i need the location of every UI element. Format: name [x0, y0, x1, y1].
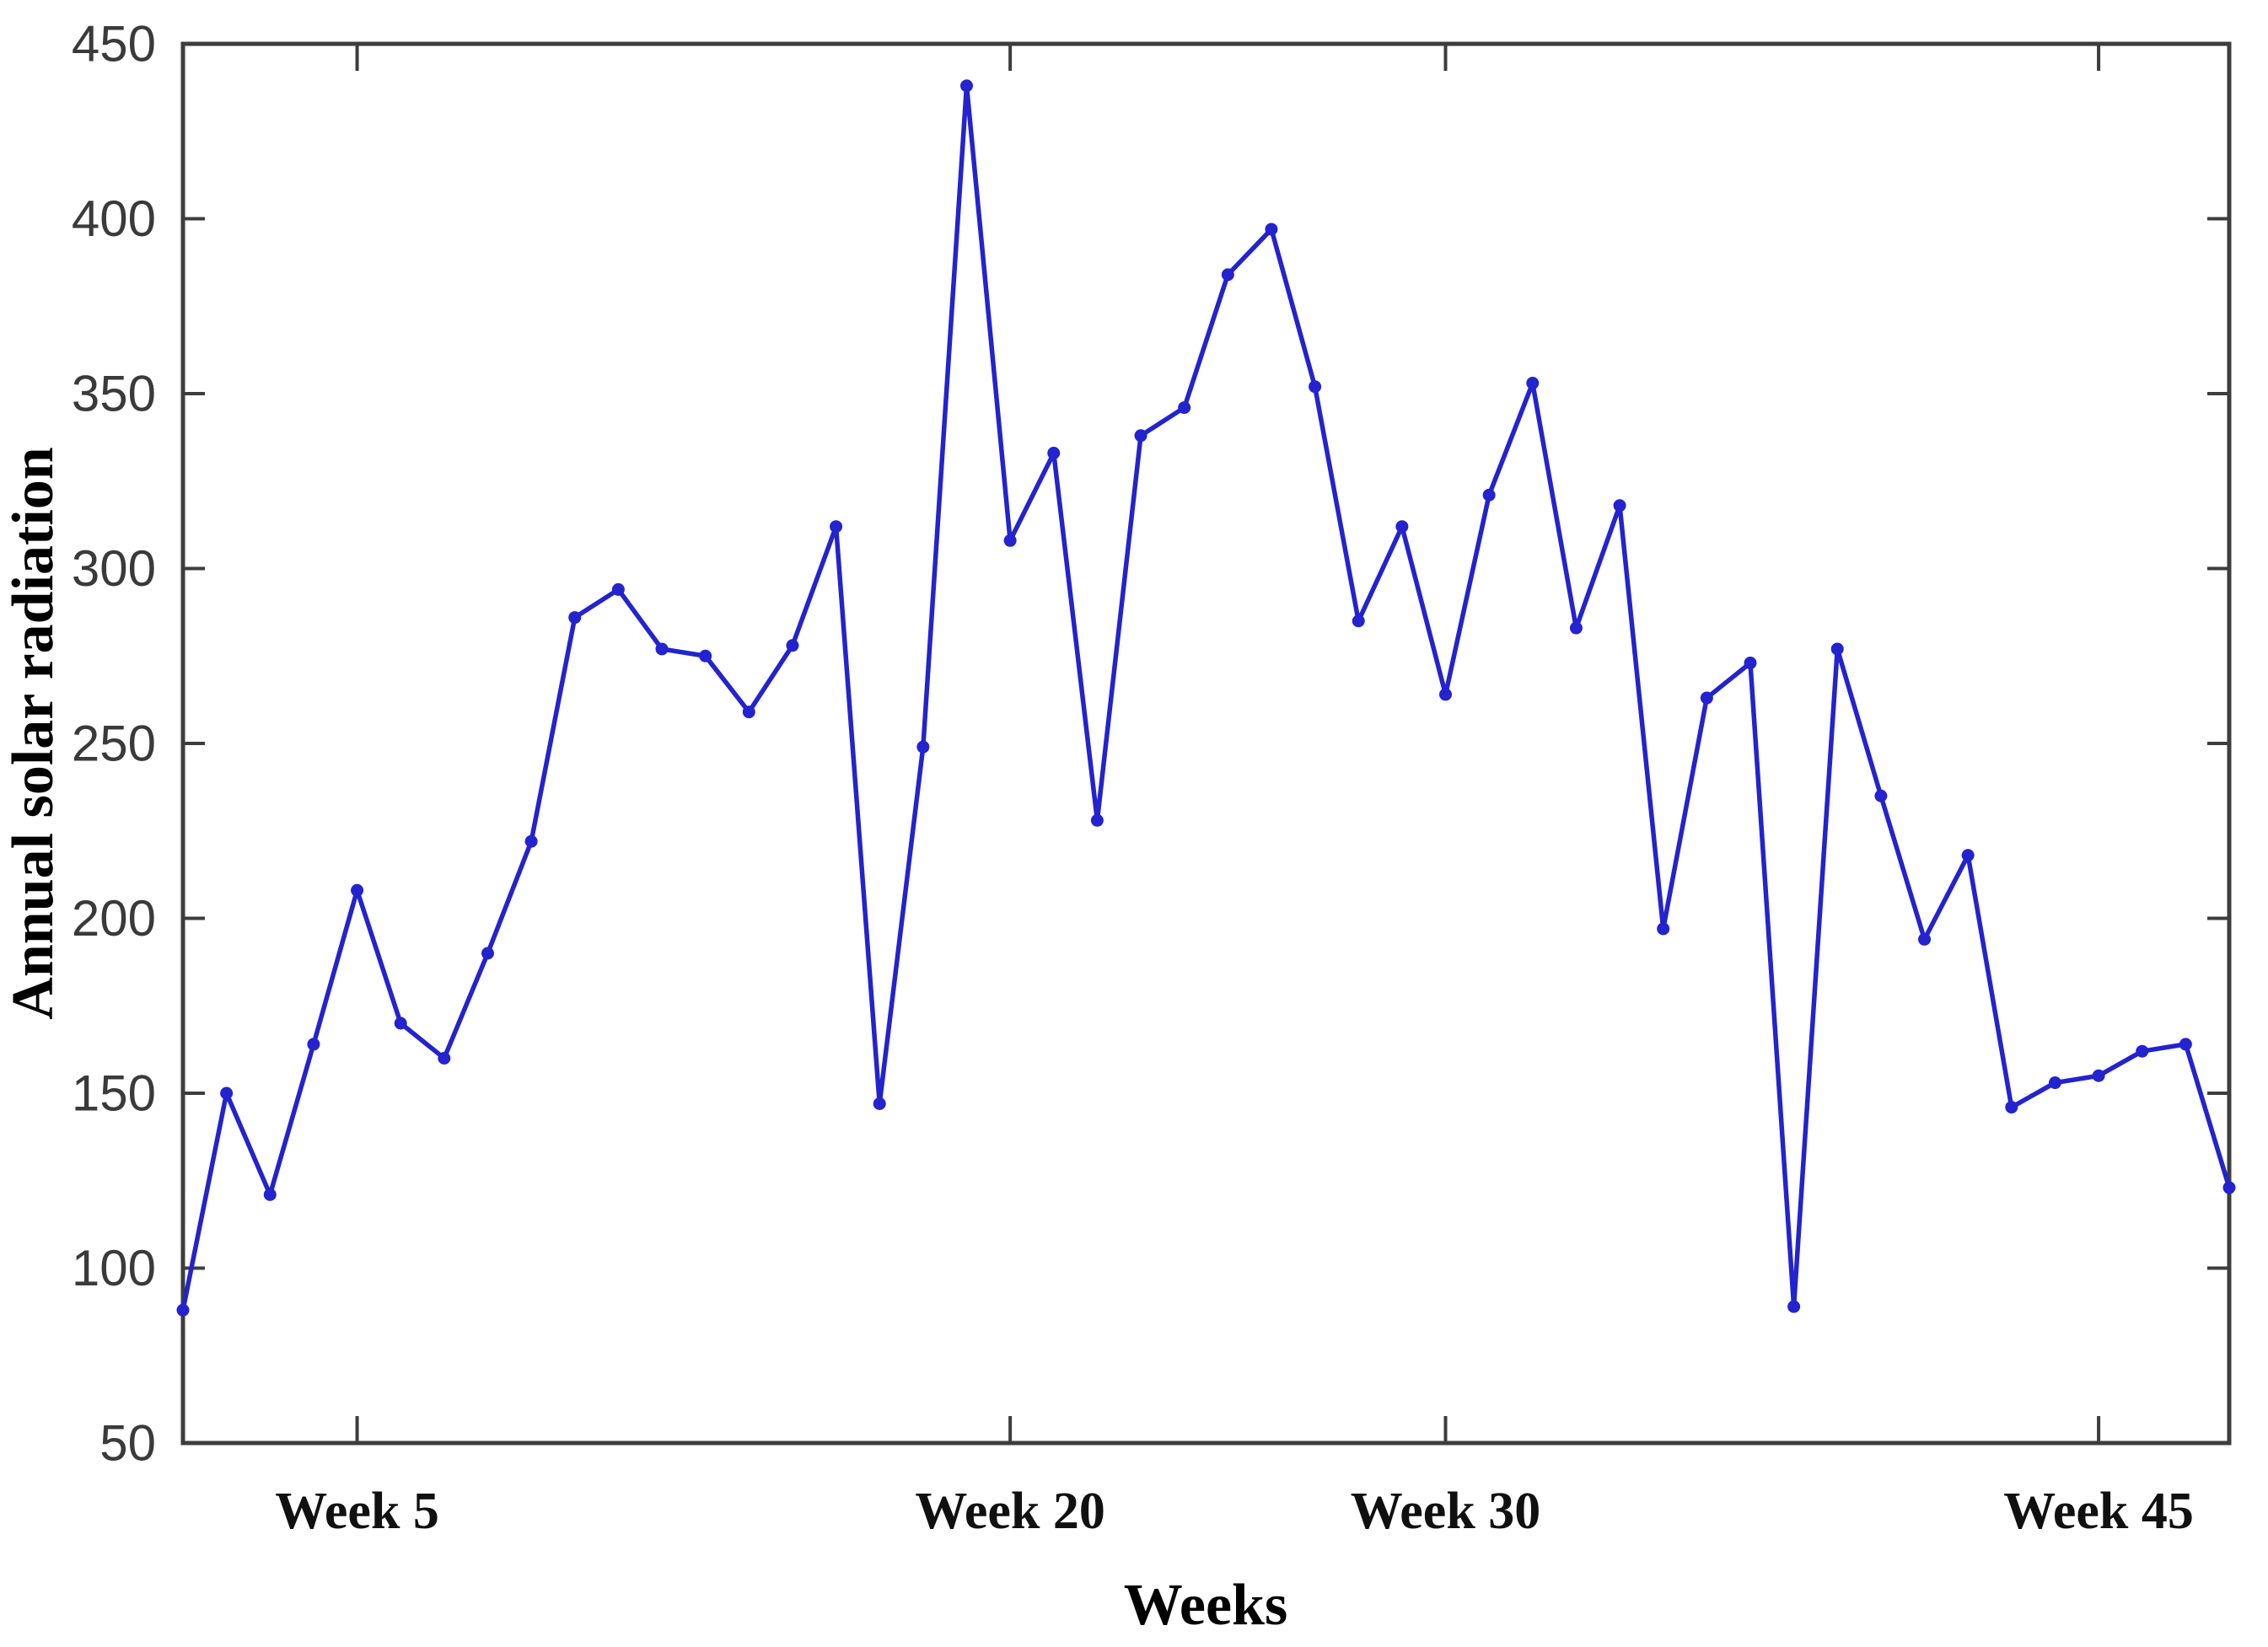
y-axis-title: Annual solar radiation	[1, 447, 66, 1020]
y-tick-label: 250	[72, 716, 156, 772]
data-point-marker	[1700, 691, 1713, 705]
y-tick-label: 350	[72, 366, 156, 422]
data-point-marker	[1090, 813, 1104, 827]
data-point-marker	[2136, 1044, 2149, 1058]
data-point-marker	[959, 79, 973, 93]
data-point-marker	[1787, 1300, 1801, 1313]
data-point-marker	[786, 639, 799, 652]
data-point-marker	[1134, 429, 1147, 443]
y-tick-label: 400	[72, 190, 156, 247]
data-series	[176, 79, 2236, 1317]
data-point-marker	[1309, 380, 1322, 394]
data-point-marker	[742, 705, 755, 719]
data-point-marker	[220, 1086, 234, 1100]
data-point-marker	[524, 834, 538, 848]
data-point-marker	[1961, 849, 1975, 862]
x-tick-label: Week 30	[1351, 1483, 1541, 1540]
x-axis-title: Weeks	[1123, 1573, 1288, 1638]
data-point-marker	[481, 947, 494, 960]
data-point-marker	[438, 1052, 451, 1065]
data-point-marker	[1830, 642, 1844, 656]
data-point-marker	[2179, 1038, 2192, 1051]
data-point-marker	[916, 740, 930, 754]
data-point-marker	[351, 883, 364, 897]
data-point-marker	[394, 1017, 407, 1030]
y-tick-label: 100	[72, 1240, 156, 1296]
data-point-marker	[1744, 657, 1757, 670]
data-point-marker	[830, 520, 843, 534]
data-point-marker	[1657, 922, 1670, 936]
data-point-marker	[176, 1303, 190, 1317]
y-tick-label: 450	[72, 16, 156, 72]
y-tick-label: 50	[99, 1415, 156, 1472]
data-point-marker	[1526, 377, 1540, 390]
data-point-marker	[1047, 447, 1061, 460]
axis-ticks	[183, 42, 2229, 1445]
data-point-marker	[1874, 789, 1888, 802]
x-tick-label: Week 45	[2003, 1483, 2194, 1540]
data-point-marker	[1439, 688, 1453, 701]
y-tick-label: 150	[72, 1065, 156, 1122]
data-point-marker	[873, 1097, 886, 1110]
data-point-marker	[655, 642, 669, 656]
data-point-marker	[1613, 499, 1626, 512]
data-point-marker	[568, 611, 582, 625]
data-point-marker	[1265, 223, 1278, 236]
data-point-marker	[1352, 614, 1365, 628]
data-point-marker	[611, 582, 625, 596]
x-tick-label: Week 5	[275, 1483, 439, 1540]
data-point-marker	[2005, 1101, 2018, 1114]
data-point-marker	[1221, 268, 1234, 282]
y-tick-label: 200	[72, 890, 156, 947]
data-point-marker	[2222, 1181, 2236, 1194]
y-tick-label: 300	[72, 540, 156, 597]
tick-labels: 50 100 150 200 250 300 350 400 450 Week 5 Week 20 W…	[72, 16, 2194, 1541]
axes-box	[180, 41, 2232, 1446]
data-point-marker	[1918, 932, 1932, 946]
data-point-marker	[307, 1038, 320, 1051]
data-point-marker	[1482, 488, 1496, 502]
radiation-line	[180, 83, 2232, 1313]
data-point-marker	[1395, 520, 1409, 534]
x-tick-label: Week 20	[915, 1483, 1105, 1540]
data-point-marker	[1569, 621, 1583, 635]
data-point-marker	[699, 649, 712, 663]
data-point-marker	[263, 1188, 277, 1201]
data-point-marker	[2048, 1076, 2061, 1090]
data-point-marker	[1178, 401, 1191, 415]
data-point-marker	[1003, 534, 1017, 547]
plot-border	[180, 41, 2232, 1446]
data-point-marker	[2092, 1069, 2105, 1082]
